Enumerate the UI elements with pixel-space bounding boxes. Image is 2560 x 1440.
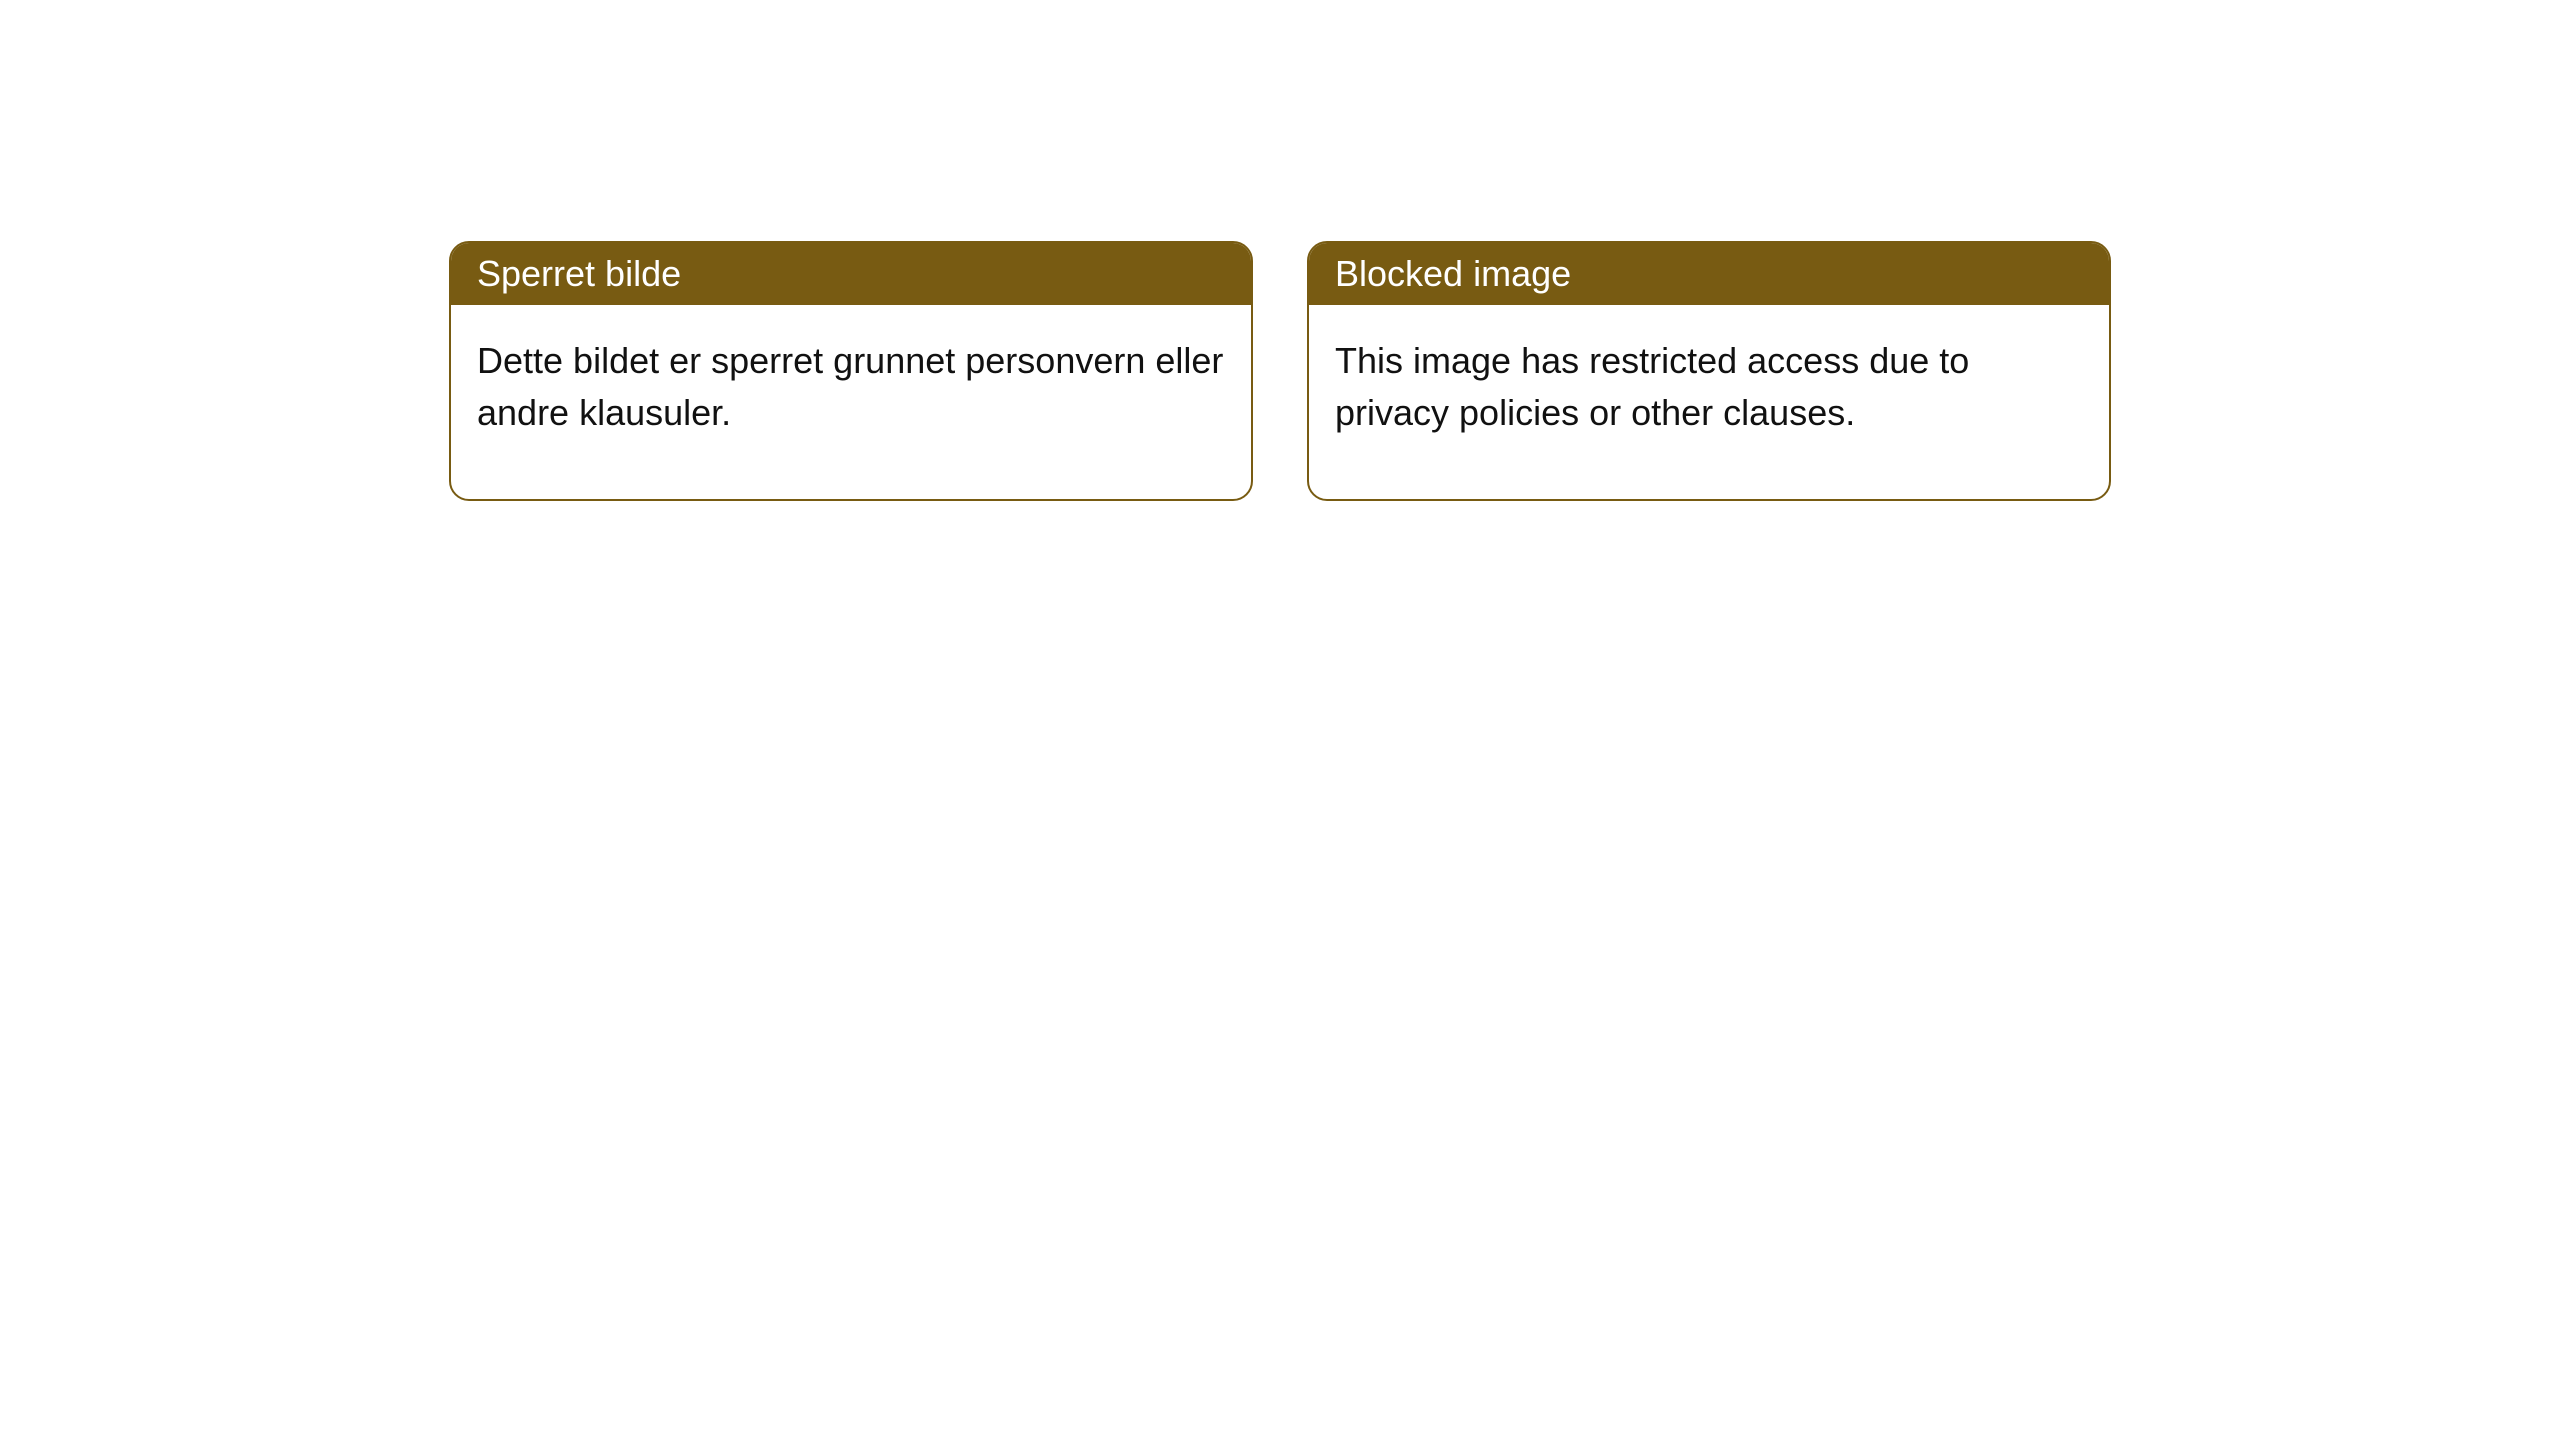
notice-card-norwegian: Sperret bilde Dette bildet er sperret gr… bbox=[449, 241, 1253, 501]
notice-title-english: Blocked image bbox=[1309, 243, 2109, 305]
notice-container: Sperret bilde Dette bildet er sperret gr… bbox=[0, 0, 2560, 501]
notice-card-english: Blocked image This image has restricted … bbox=[1307, 241, 2111, 501]
notice-body-norwegian: Dette bildet er sperret grunnet personve… bbox=[451, 305, 1251, 499]
notice-body-english: This image has restricted access due to … bbox=[1309, 305, 2109, 499]
notice-title-norwegian: Sperret bilde bbox=[451, 243, 1251, 305]
